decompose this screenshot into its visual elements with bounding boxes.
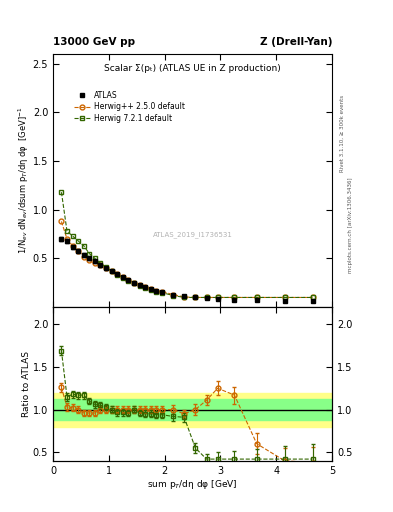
Text: 13000 GeV pp: 13000 GeV pp	[53, 37, 135, 48]
Text: ATLAS_2019_I1736531: ATLAS_2019_I1736531	[152, 231, 233, 238]
Legend: ATLAS, Herwig++ 2.5.0 default, Herwig 7.2.1 default: ATLAS, Herwig++ 2.5.0 default, Herwig 7.…	[71, 88, 188, 125]
Text: Rivet 3.1.10, ≥ 300k events: Rivet 3.1.10, ≥ 300k events	[340, 95, 345, 172]
Text: Z (Drell-Yan): Z (Drell-Yan)	[260, 37, 332, 48]
X-axis label: sum p$_T$/dη dφ [GeV]: sum p$_T$/dη dφ [GeV]	[147, 478, 238, 492]
Text: mcplots.cern.ch [arXiv:1306.3436]: mcplots.cern.ch [arXiv:1306.3436]	[348, 178, 353, 273]
Y-axis label: 1/N$_{ev}$ dN$_{ev}$/dsum p$_T$/dη dφ  [GeV]$^{-1}$: 1/N$_{ev}$ dN$_{ev}$/dsum p$_T$/dη dφ [G…	[17, 106, 31, 254]
Y-axis label: Ratio to ATLAS: Ratio to ATLAS	[22, 351, 31, 417]
Text: Scalar Σ(pₜ) (ATLAS UE in Z production): Scalar Σ(pₜ) (ATLAS UE in Z production)	[104, 64, 281, 73]
Bar	[53, 399, 332, 420]
Bar	[53, 393, 332, 426]
